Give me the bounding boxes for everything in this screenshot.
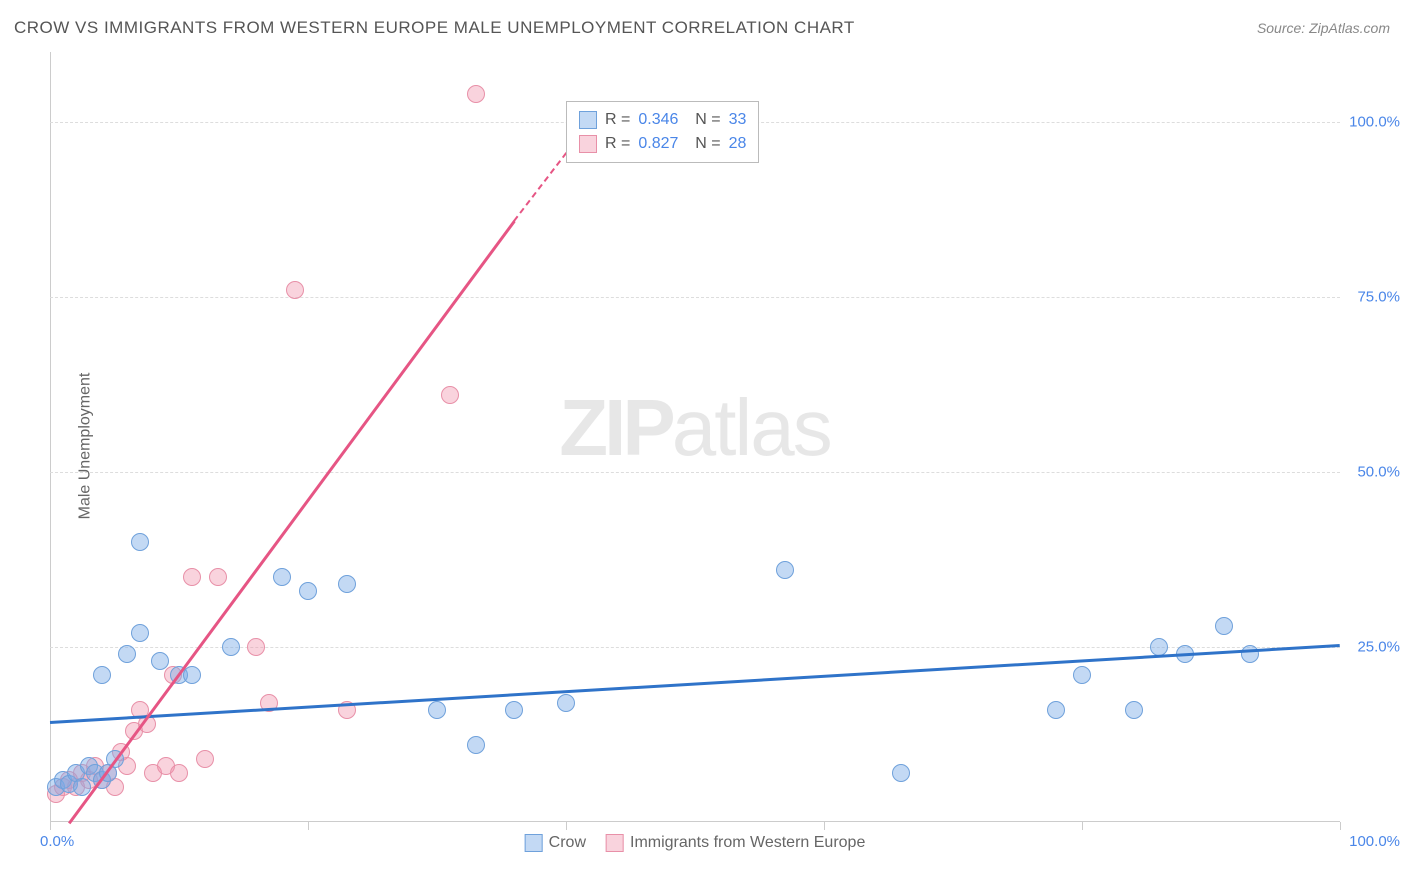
watermark-bold: ZIP (559, 383, 671, 472)
legend-item-b: Immigrants from Western Europe (606, 834, 865, 852)
x-tick (566, 822, 567, 830)
stats-n-b: 28 (729, 132, 747, 156)
scatter-point-b (247, 638, 265, 656)
chart-title: CROW VS IMMIGRANTS FROM WESTERN EUROPE M… (14, 18, 855, 38)
scatter-point-a (183, 666, 201, 684)
y-tick-label: 100.0% (1345, 114, 1400, 131)
legend: Crow Immigrants from Western Europe (525, 834, 866, 852)
scatter-point-a (93, 666, 111, 684)
stats-row-a: R = 0.346 N = 33 (579, 108, 746, 132)
stats-n-a: 33 (729, 108, 747, 132)
gridline (50, 472, 1340, 473)
scatter-point-a (118, 645, 136, 663)
x-tick (50, 822, 51, 830)
scatter-point-b (467, 85, 485, 103)
regression-line-b (68, 221, 515, 824)
plot-area: ZIPatlas 25.0%50.0%75.0%100.0%R = 0.346 … (50, 52, 1340, 822)
scatter-point-a (1215, 617, 1233, 635)
legend-label-b: Immigrants from Western Europe (630, 834, 865, 852)
gridline (50, 297, 1340, 298)
regression-line-a (50, 644, 1340, 723)
x-tick (1340, 822, 1341, 830)
scatter-point-a (467, 736, 485, 754)
stats-r-label: R = (605, 108, 630, 132)
scatter-point-b (441, 386, 459, 404)
scatter-point-a (557, 694, 575, 712)
scatter-point-a (273, 568, 291, 586)
scatter-point-a (151, 652, 169, 670)
scatter-point-b (170, 764, 188, 782)
scatter-point-a (1150, 638, 1168, 656)
watermark: ZIPatlas (559, 382, 830, 474)
scatter-point-a (892, 764, 910, 782)
x-axis-line (50, 821, 1340, 822)
chart-area: ZIPatlas 25.0%50.0%75.0%100.0%R = 0.346 … (50, 52, 1340, 822)
y-tick-label: 75.0% (1345, 289, 1400, 306)
scatter-point-a (338, 575, 356, 593)
scatter-point-a (1047, 701, 1065, 719)
scatter-point-a (299, 582, 317, 600)
scatter-point-a (505, 701, 523, 719)
x-tick (824, 822, 825, 830)
scatter-point-a (131, 533, 149, 551)
x-axis-max-label: 100.0% (1349, 833, 1400, 850)
scatter-point-a (1125, 701, 1143, 719)
scatter-point-a (776, 561, 794, 579)
scatter-point-b (286, 281, 304, 299)
scatter-point-b (183, 568, 201, 586)
legend-item-a: Crow (525, 834, 586, 852)
stats-row-b: R = 0.827 N = 28 (579, 132, 746, 156)
scatter-point-b (196, 750, 214, 768)
scatter-point-b (209, 568, 227, 586)
scatter-point-a (428, 701, 446, 719)
y-tick-label: 50.0% (1345, 464, 1400, 481)
stats-r-label: R = (605, 132, 630, 156)
stats-r-b: 0.827 (638, 132, 678, 156)
stats-box: R = 0.346 N = 33R = 0.827 N = 28 (566, 101, 759, 163)
stats-swatch-a (579, 111, 597, 129)
x-axis-origin-label: 0.0% (40, 833, 74, 850)
y-axis-line (50, 52, 51, 822)
stats-r-a: 0.346 (638, 108, 678, 132)
stats-swatch-b (579, 135, 597, 153)
scatter-point-a (222, 638, 240, 656)
stats-n-label: N = (686, 132, 720, 156)
x-tick (1082, 822, 1083, 830)
x-tick (308, 822, 309, 830)
y-tick-label: 25.0% (1345, 639, 1400, 656)
watermark-rest: atlas (672, 383, 831, 472)
scatter-point-a (1073, 666, 1091, 684)
stats-n-label: N = (686, 108, 720, 132)
legend-swatch-a (525, 834, 543, 852)
legend-label-a: Crow (549, 834, 586, 852)
scatter-point-a (1241, 645, 1259, 663)
source-label: Source: ZipAtlas.com (1257, 20, 1390, 36)
scatter-point-a (131, 624, 149, 642)
legend-swatch-b (606, 834, 624, 852)
gridline (50, 647, 1340, 648)
